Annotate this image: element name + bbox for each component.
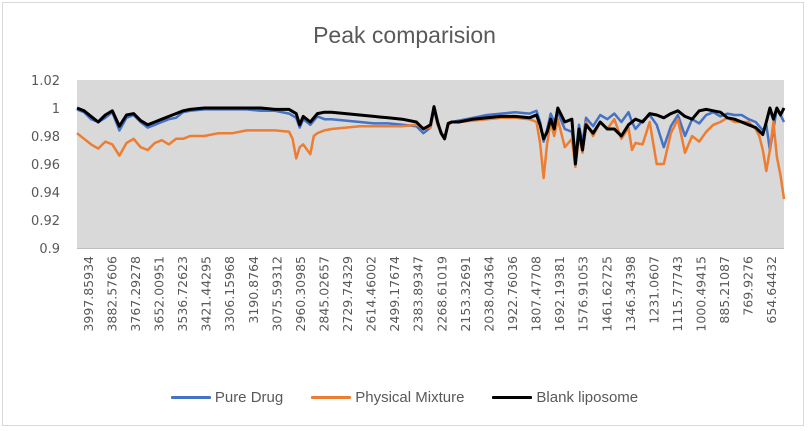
x-tick-label: 2614.46002 <box>364 256 379 332</box>
x-tick-label: 1576.91053 <box>576 256 591 332</box>
legend: Pure Drug Physical Mixture Blank liposom… <box>0 389 809 406</box>
x-tick-label: 3536.72623 <box>175 256 190 332</box>
x-tick-label: 1000.49415 <box>694 256 709 332</box>
x-tick-label: 885.21087 <box>717 256 732 324</box>
x-tick-label: 3190.8764 <box>246 256 261 324</box>
legend-swatch-physical-mixture <box>311 396 352 399</box>
x-tick-label: 1115.77743 <box>670 256 685 332</box>
legend-label-blank-liposome: Blank liposome <box>536 389 639 406</box>
legend-swatch-pure-drug <box>170 396 211 399</box>
legend-label-pure-drug: Pure Drug <box>214 389 284 406</box>
x-tick-label: 1692.19381 <box>552 256 567 332</box>
series-line-blank-liposome <box>76 105 786 166</box>
x-tick-label: 1461.62725 <box>599 256 614 332</box>
x-tick-label: 3306.15968 <box>222 256 237 332</box>
x-tick-label: 3652.00951 <box>151 256 166 332</box>
chart-title: Peak comparision <box>313 22 496 48</box>
x-tick-label: 2845.02657 <box>316 256 331 332</box>
x-tick-label: 2383.89347 <box>411 256 426 332</box>
y-tick-label: 0.98 <box>31 130 60 145</box>
y-tick-label: 1.02 <box>31 74 60 89</box>
y-tick-label: 0.96 <box>31 158 60 173</box>
x-tick-label: 2038.04364 <box>481 256 496 332</box>
legend-item-blank-liposome: Blank liposome <box>492 389 638 406</box>
x-tick-label: 2268.61019 <box>434 256 449 332</box>
y-tick-label: 0.9 <box>39 242 60 257</box>
legend-swatch-blank-liposome <box>492 396 533 399</box>
x-tick-label: 2153.32691 <box>458 256 473 332</box>
legend-label-physical-mixture: Physical Mixture <box>355 389 465 406</box>
series-lines <box>76 105 786 200</box>
y-tick-label: 0.94 <box>31 186 60 201</box>
plot-area <box>77 80 784 248</box>
x-tick-label: 2499.17674 <box>387 256 402 332</box>
x-tick-label: 3997.85934 <box>81 256 96 332</box>
y-tick-label: 0.92 <box>31 214 60 229</box>
x-axis-ticks: 3997.85934 3882.57606 3767.29278 3652.00951… <box>81 256 779 332</box>
x-tick-label: 769.9276 <box>741 256 756 316</box>
x-tick-label: 2960.30985 <box>293 256 308 332</box>
x-tick-label: 654.64432 <box>764 256 779 324</box>
x-tick-label: 1231.0607 <box>646 256 661 324</box>
legend-item-physical-mixture: Physical Mixture <box>311 389 464 406</box>
x-tick-label: 1346.34398 <box>623 256 638 332</box>
x-tick-label: 1807.47708 <box>529 256 544 332</box>
y-tick-label: 1 <box>52 102 60 117</box>
y-axis-ticks: 1.02 1 0.98 0.96 0.94 0.92 0.9 <box>31 74 60 257</box>
x-tick-label: 1922.76036 <box>505 256 520 332</box>
x-tick-label: 3421.44295 <box>199 256 214 332</box>
x-tick-label: 3075.59312 <box>269 256 284 332</box>
legend-item-pure-drug: Pure Drug <box>170 389 284 406</box>
x-tick-label: 3767.29278 <box>128 256 143 332</box>
x-tick-label: 3882.57606 <box>104 256 119 332</box>
x-tick-label: 2729.74329 <box>340 256 355 332</box>
